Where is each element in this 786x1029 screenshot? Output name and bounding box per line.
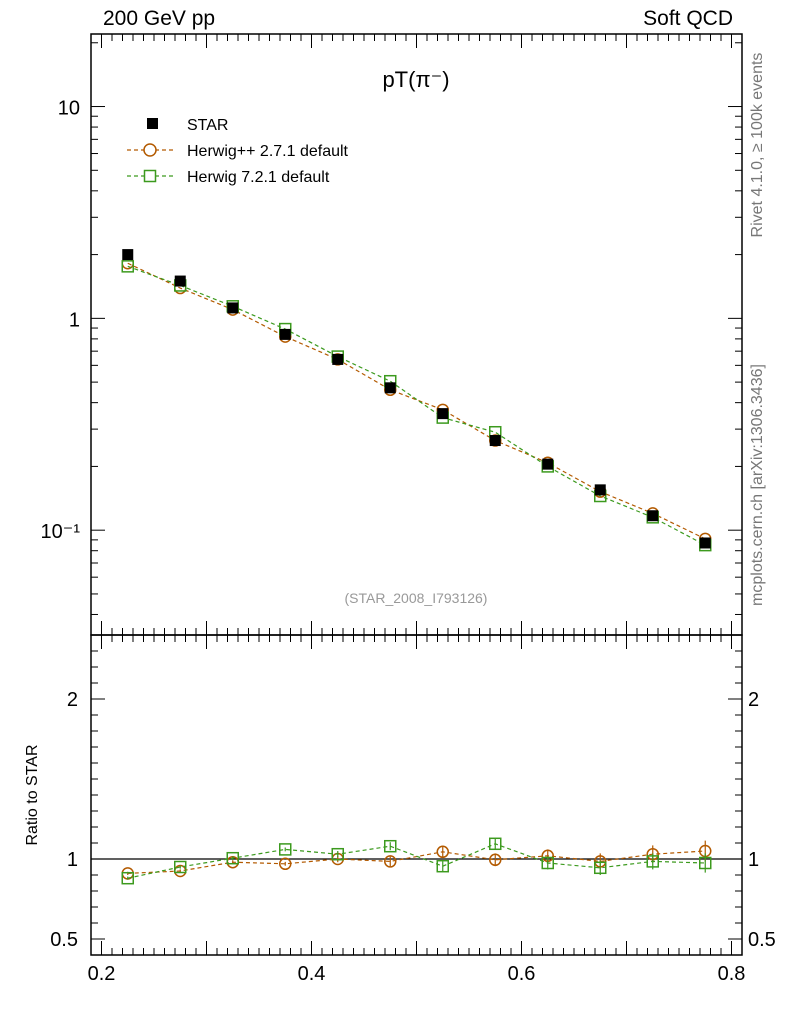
star-data-point [174, 275, 186, 287]
ratio-y-tick-label-left: 2 [67, 689, 78, 711]
ratio-series-group [121, 837, 712, 885]
ratio-data-point [226, 851, 239, 865]
ratio-ylabel: Ratio to STAR [24, 744, 41, 845]
ratio-series-line [127, 843, 706, 879]
star-data-point [594, 484, 606, 496]
star-data-point [489, 435, 501, 447]
legend: STAR Herwig++ 2.7.1 default Herwig 7.2.1… [127, 117, 349, 186]
y-tick-label: 10 [58, 98, 80, 120]
main-series-line [127, 262, 706, 540]
ratio-series-line [127, 850, 706, 874]
star-data-point [227, 302, 239, 314]
header-left: 200 GeV pp [103, 7, 216, 30]
y-tick-label: 10⁻¹ [41, 521, 81, 543]
ratio-data-point [436, 845, 449, 859]
star-data-point [279, 328, 291, 340]
mc-data-point [121, 260, 134, 273]
ratio-data-point [174, 860, 187, 874]
star-data-point [122, 249, 134, 261]
ratio-data-point [436, 859, 449, 873]
ratio-y-tick-label-left: 1 [67, 849, 78, 871]
star-data-point [542, 458, 554, 470]
ratio-data-point [646, 855, 659, 868]
ratio-data-point [489, 837, 502, 851]
ratio-y-tick-label-left: 0.5 [50, 929, 78, 951]
y-tick-label: 1 [69, 309, 80, 331]
star-data-point [437, 408, 449, 420]
ratio-data-point [279, 857, 292, 871]
legend-herwigpp-marker [143, 143, 157, 157]
x-tick-label: 0.2 [88, 963, 116, 985]
ratio-panel-frame [90, 634, 743, 956]
side-label-mcplots: mcplots.cern.ch [arXiv:1306.3436] [749, 364, 766, 606]
ratio-data-point [699, 856, 712, 870]
x-tick-label: 0.8 [718, 963, 746, 985]
legend-herwig7-marker [143, 169, 157, 183]
legend-label-herwig7: Herwig 7.2.1 default [187, 169, 330, 186]
legend-label-star: STAR [187, 117, 228, 134]
legend-star-marker [147, 118, 158, 129]
side-label-rivet: Rivet 4.1.0, ≥ 100k events [749, 53, 766, 238]
ratio-data-point [279, 843, 292, 856]
main-series-line [127, 265, 706, 546]
ratio-data-point [331, 847, 344, 861]
header-right: Soft QCD [643, 7, 733, 30]
x-tick-label: 0.6 [508, 963, 536, 985]
ratio-data-point [541, 856, 554, 870]
ratio-y-tick-label-right: 0.5 [748, 929, 776, 951]
plot-title: pT(π⁻) [382, 67, 449, 92]
x-tick-label: 0.4 [298, 963, 326, 985]
ratio-data-point [489, 853, 502, 867]
analysis-label: (STAR_2008_I793126) [345, 590, 488, 606]
ratio-data-point [384, 839, 397, 853]
main-series-group [121, 249, 712, 552]
ratio-data-point [121, 871, 134, 885]
star-data-point [332, 353, 344, 365]
ratio-data-point [384, 855, 397, 868]
star-data-point [384, 382, 396, 394]
ratio-y-tick-label-right: 2 [748, 689, 759, 711]
star-data-point [647, 510, 659, 522]
axis-tick-labels: 0.2 0.4 0.6 0.8 10⁻¹ 1 10 0.5 0.5 1 1 2 2 [41, 98, 776, 985]
ratio-y-tick-label-right: 1 [748, 849, 759, 871]
star-data-point [699, 537, 711, 549]
ratio-data-point [594, 861, 607, 875]
legend-label-herwigpp: Herwig++ 2.7.1 default [187, 143, 349, 160]
